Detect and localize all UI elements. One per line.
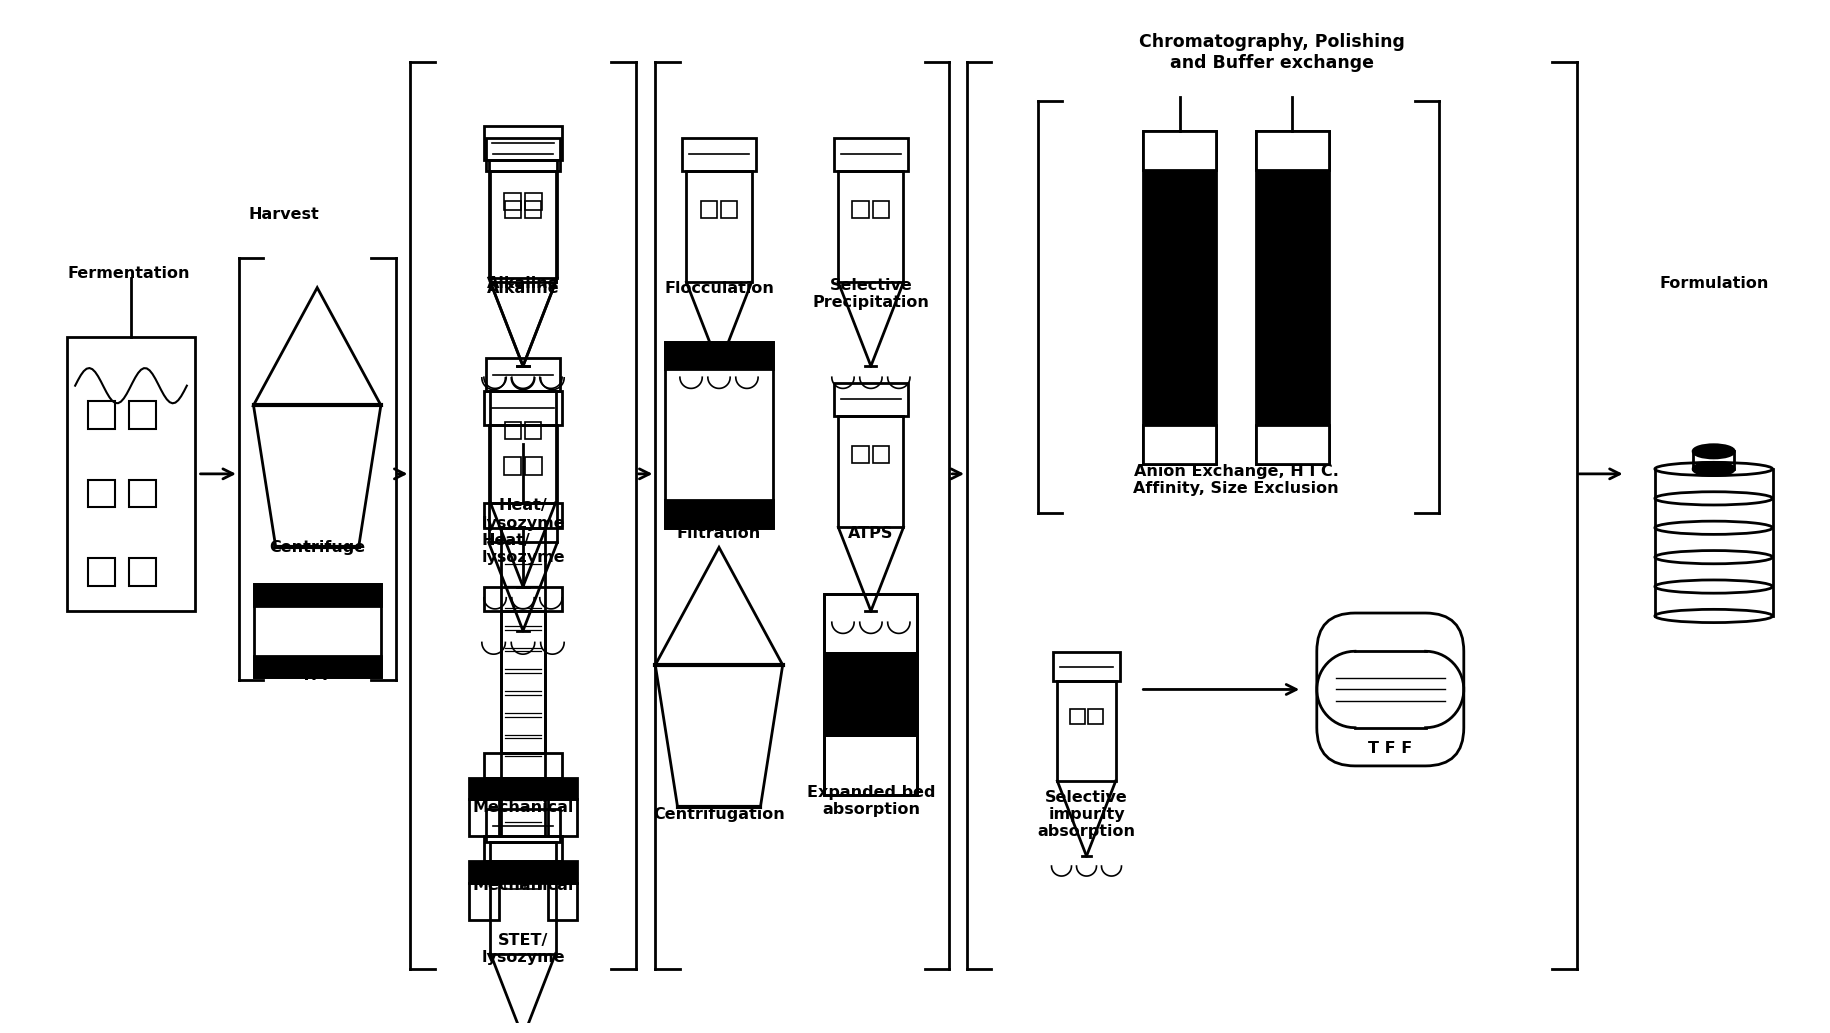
Bar: [88, 402, 115, 429]
Bar: [483, 587, 562, 612]
Bar: [468, 800, 498, 837]
Bar: [489, 160, 558, 278]
Text: Selective
impurity
absorption: Selective impurity absorption: [1038, 789, 1135, 840]
Bar: [838, 415, 904, 527]
Text: TFF: TFF: [300, 667, 333, 683]
Bar: [503, 458, 522, 475]
Bar: [1054, 652, 1120, 681]
Bar: [68, 337, 194, 612]
Ellipse shape: [1654, 463, 1773, 475]
Bar: [683, 138, 756, 170]
Bar: [525, 873, 542, 889]
Bar: [834, 383, 908, 415]
Text: Mechanical: Mechanical: [472, 800, 573, 815]
Bar: [490, 842, 556, 953]
Text: Heat/
lysozyme: Heat/ lysozyme: [481, 498, 565, 531]
Bar: [503, 192, 522, 211]
Bar: [485, 809, 560, 842]
Text: Alkaline: Alkaline: [487, 276, 560, 290]
Text: Chromatography, Polishing
and Buffer exchange: Chromatography, Polishing and Buffer exc…: [1138, 33, 1405, 71]
Bar: [489, 425, 558, 542]
Bar: [490, 392, 556, 503]
Bar: [853, 446, 869, 463]
Bar: [485, 138, 560, 170]
Text: Selective
Precipitation: Selective Precipitation: [813, 278, 930, 310]
Bar: [501, 612, 545, 837]
Bar: [468, 860, 576, 882]
Bar: [1144, 425, 1217, 464]
Bar: [1144, 131, 1217, 464]
Bar: [130, 402, 157, 429]
Bar: [501, 528, 545, 753]
Bar: [130, 479, 157, 507]
Bar: [664, 342, 772, 528]
Bar: [483, 753, 562, 778]
Bar: [853, 201, 869, 218]
Bar: [505, 873, 522, 889]
Bar: [88, 479, 115, 507]
Bar: [483, 503, 562, 528]
Text: Fermentation: Fermentation: [68, 265, 190, 281]
Bar: [525, 201, 542, 218]
Bar: [701, 201, 717, 218]
Text: STET/
lysozyme: STET/ lysozyme: [481, 933, 565, 965]
Bar: [254, 584, 381, 678]
Text: Mechanical: Mechanical: [472, 878, 573, 894]
Ellipse shape: [1693, 445, 1735, 458]
Text: Filtration: Filtration: [677, 526, 761, 540]
Bar: [1058, 681, 1116, 781]
Bar: [664, 500, 772, 528]
Bar: [686, 170, 752, 282]
Bar: [483, 837, 562, 860]
Bar: [873, 446, 889, 463]
Text: Harvest: Harvest: [249, 207, 320, 222]
Bar: [834, 138, 908, 170]
Ellipse shape: [1693, 463, 1735, 475]
Bar: [1255, 131, 1329, 464]
Bar: [824, 594, 917, 794]
Text: Formulation: Formulation: [1660, 276, 1768, 290]
Bar: [1089, 709, 1103, 724]
Bar: [483, 126, 562, 160]
Bar: [468, 882, 498, 919]
Text: Flocculation: Flocculation: [664, 281, 774, 295]
Bar: [664, 342, 772, 369]
Bar: [824, 652, 917, 737]
Bar: [254, 656, 381, 678]
Text: Alkaline: Alkaline: [487, 281, 560, 295]
Bar: [547, 882, 576, 919]
Bar: [485, 358, 560, 392]
Bar: [1255, 131, 1329, 170]
Bar: [525, 458, 542, 475]
Bar: [547, 800, 576, 837]
Bar: [490, 170, 556, 282]
Bar: [130, 558, 157, 586]
Bar: [525, 192, 542, 211]
Bar: [838, 170, 904, 282]
Bar: [505, 201, 522, 218]
Bar: [824, 594, 917, 794]
Bar: [483, 390, 562, 425]
Text: Expanded bed
absorption: Expanded bed absorption: [807, 784, 935, 817]
Bar: [88, 558, 115, 586]
Text: Heat/
lysozyme: Heat/ lysozyme: [481, 533, 565, 565]
Text: Anion Exchange, H I C.
Affinity, Size Exclusion: Anion Exchange, H I C. Affinity, Size Ex…: [1133, 464, 1340, 497]
Bar: [873, 201, 889, 218]
Bar: [1144, 131, 1217, 170]
Text: Centrifuge: Centrifuge: [269, 540, 366, 556]
Bar: [1071, 709, 1085, 724]
Bar: [721, 201, 737, 218]
Bar: [525, 421, 542, 439]
Bar: [1255, 425, 1329, 464]
Bar: [505, 421, 522, 439]
Text: Centrifugation: Centrifugation: [653, 807, 785, 822]
Bar: [254, 584, 381, 605]
Text: T F F: T F F: [1369, 741, 1413, 756]
Text: ATPS: ATPS: [849, 526, 893, 540]
Bar: [468, 778, 576, 800]
